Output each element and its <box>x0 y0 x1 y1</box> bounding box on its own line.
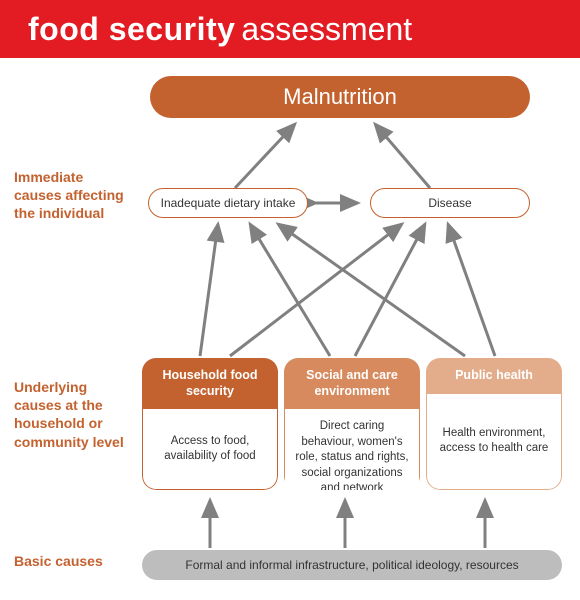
title-banner: food security assessment <box>0 0 580 58</box>
intake-label: Inadequate dietary intake <box>161 196 296 210</box>
card-header: Social and care environment <box>284 358 420 409</box>
diagram-stage: Malnutrition Immediate causes affecting … <box>0 58 580 600</box>
banner-left: food security <box>28 11 235 48</box>
node-inadequate-intake: Inadequate dietary intake <box>148 188 308 218</box>
card-body: Access to food, availability of food <box>142 409 278 490</box>
node-disease: Disease <box>370 188 530 218</box>
card-header: Household food security <box>142 358 278 409</box>
basic-bar-label: Formal and informal infrastructure, poli… <box>185 558 518 572</box>
card-public-health: Public health Health environment, access… <box>426 358 562 490</box>
card-body: Direct caring behaviour, women's role, s… <box>284 409 420 490</box>
card-body: Health environment, access to health car… <box>426 394 562 490</box>
side-label-basic: Basic causes <box>14 552 124 570</box>
banner-right: assessment <box>241 11 412 48</box>
side-label-underlying: Underlying causes at the household or co… <box>14 378 124 451</box>
malnutrition-label: Malnutrition <box>283 84 397 110</box>
card-household-food-security: Household food security Access to food, … <box>142 358 278 490</box>
node-malnutrition: Malnutrition <box>150 76 530 118</box>
side-label-immediate: Immediate causes affecting the individua… <box>14 168 124 223</box>
disease-label: Disease <box>428 196 471 210</box>
flow-arrows <box>0 58 580 600</box>
node-basic-causes: Formal and informal infrastructure, poli… <box>142 550 562 580</box>
card-header: Public health <box>426 358 562 394</box>
card-social-care: Social and care environment Direct carin… <box>284 358 420 490</box>
